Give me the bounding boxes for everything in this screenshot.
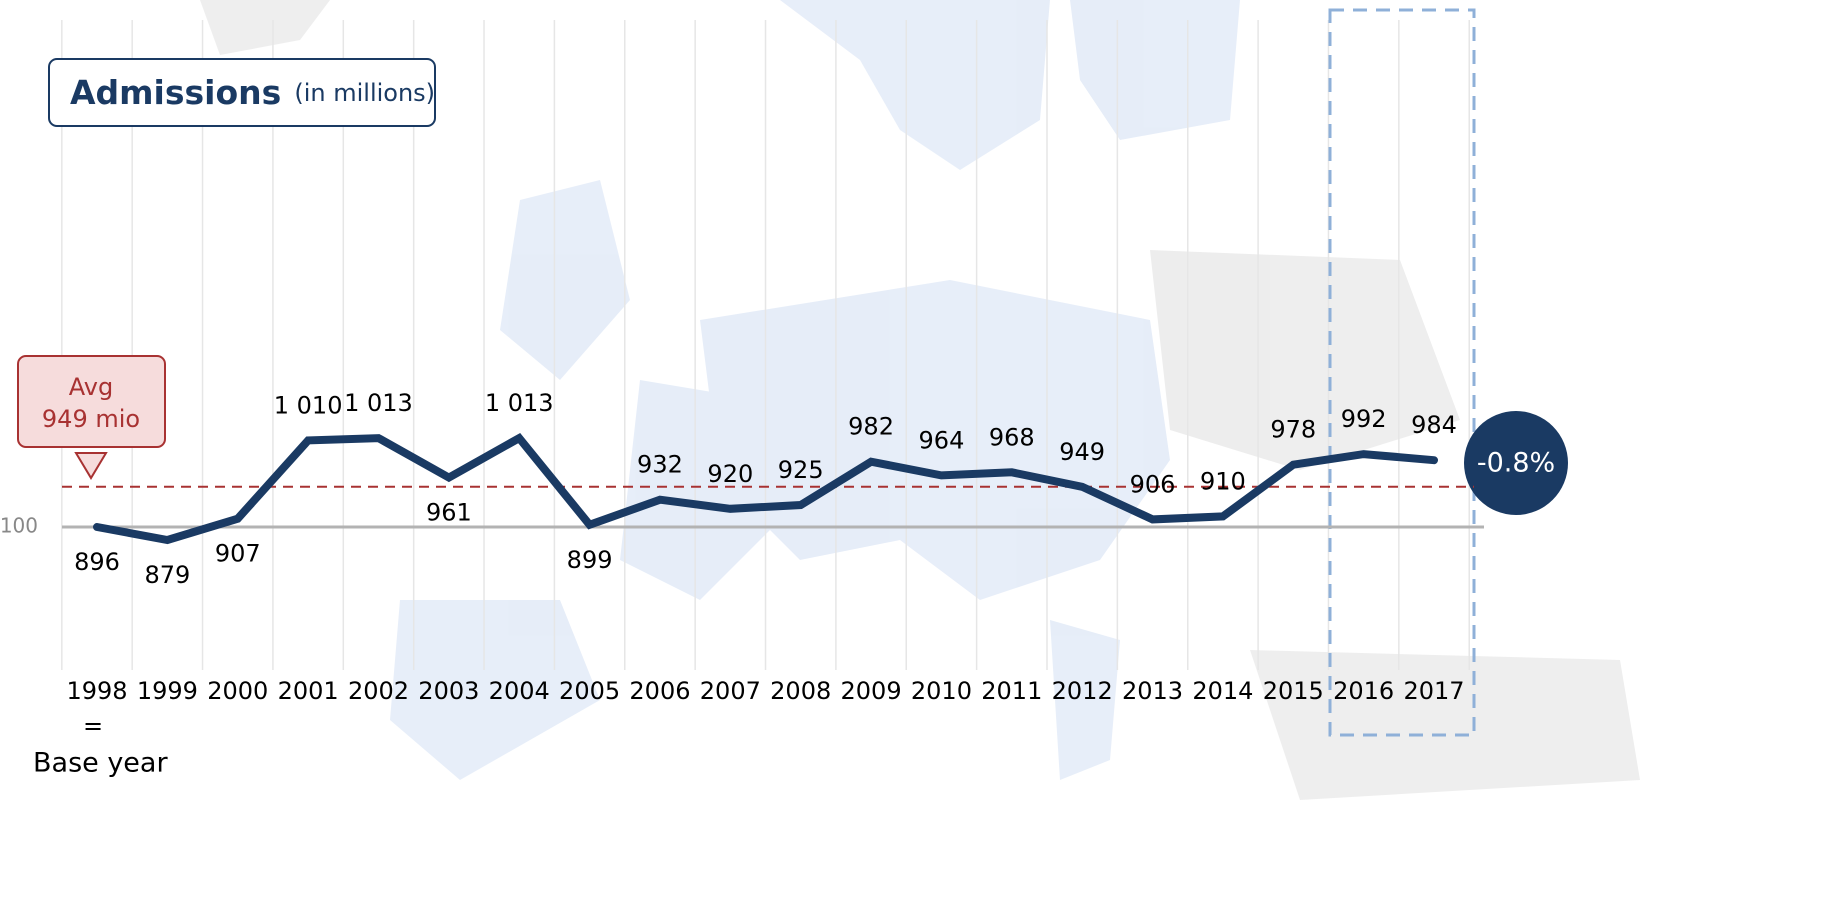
map-background (200, 0, 1640, 800)
x-tick-label: 2003 (418, 677, 479, 705)
chart-subtitle: (in millions) (294, 79, 435, 107)
chart-title-group: Admissions (in millions) (70, 73, 435, 112)
value-label: 907 (215, 540, 261, 568)
title-box (48, 58, 436, 127)
value-label: 1 013 (485, 389, 554, 417)
x-tick-label: 2002 (348, 677, 409, 705)
value-label: 1 010 (274, 391, 343, 419)
base-year-equals: = (83, 712, 103, 740)
value-label: 961 (426, 499, 472, 527)
x-tick-label: 2001 (278, 677, 339, 705)
x-tick-label: 2011 (981, 677, 1042, 705)
change-label: -0.8% (1477, 448, 1555, 479)
value-label: 968 (989, 423, 1035, 451)
x-tick-label: 2007 (700, 677, 761, 705)
chart-title: Admissions (70, 73, 281, 112)
value-label: 992 (1341, 405, 1387, 433)
x-tick-label: 2016 (1333, 677, 1394, 705)
avg-label: Avg (69, 373, 113, 401)
y-tick-label: 100 (0, 514, 38, 538)
value-label: 982 (848, 413, 894, 441)
value-label: 879 (144, 561, 190, 589)
avg-label: 949 mio (42, 405, 140, 433)
x-tick-label: 2010 (911, 677, 972, 705)
value-label: 978 (1270, 416, 1316, 444)
value-label: 910 (1200, 467, 1246, 495)
value-label: 920 (707, 460, 753, 488)
value-label: 1 013 (344, 389, 413, 417)
x-tick-label: 2017 (1403, 677, 1464, 705)
x-tick-label: 1999 (137, 677, 198, 705)
x-tick-label: 2006 (629, 677, 690, 705)
column-grid (61, 20, 1470, 670)
value-label: 896 (74, 548, 120, 576)
x-tick-label: 2012 (1052, 677, 1113, 705)
value-label: 949 (1059, 438, 1105, 466)
value-label: 899 (567, 546, 613, 574)
value-label: 906 (1130, 470, 1176, 498)
avg-pointer (74, 452, 108, 480)
value-label: 964 (919, 426, 965, 454)
x-tick-label: 2014 (1192, 677, 1253, 705)
x-tick-label: 2013 (1122, 677, 1183, 705)
x-tick-label: 2008 (770, 677, 831, 705)
x-tick-label: 1998 (66, 677, 127, 705)
highlight-box (1328, 8, 1476, 737)
change-badge (1464, 411, 1568, 515)
value-label: 984 (1411, 411, 1457, 439)
data-line (93, 432, 1438, 545)
value-label: 932 (637, 451, 683, 479)
avg-box (17, 355, 166, 448)
x-tick-label: 2000 (207, 677, 268, 705)
base-year-note: Base year (33, 748, 168, 779)
x-tick-label: 2009 (841, 677, 902, 705)
value-label: 925 (778, 456, 824, 484)
x-tick-label: 2015 (1263, 677, 1324, 705)
x-tick-label: 2005 (559, 677, 620, 705)
x-tick-label: 2004 (489, 677, 550, 705)
